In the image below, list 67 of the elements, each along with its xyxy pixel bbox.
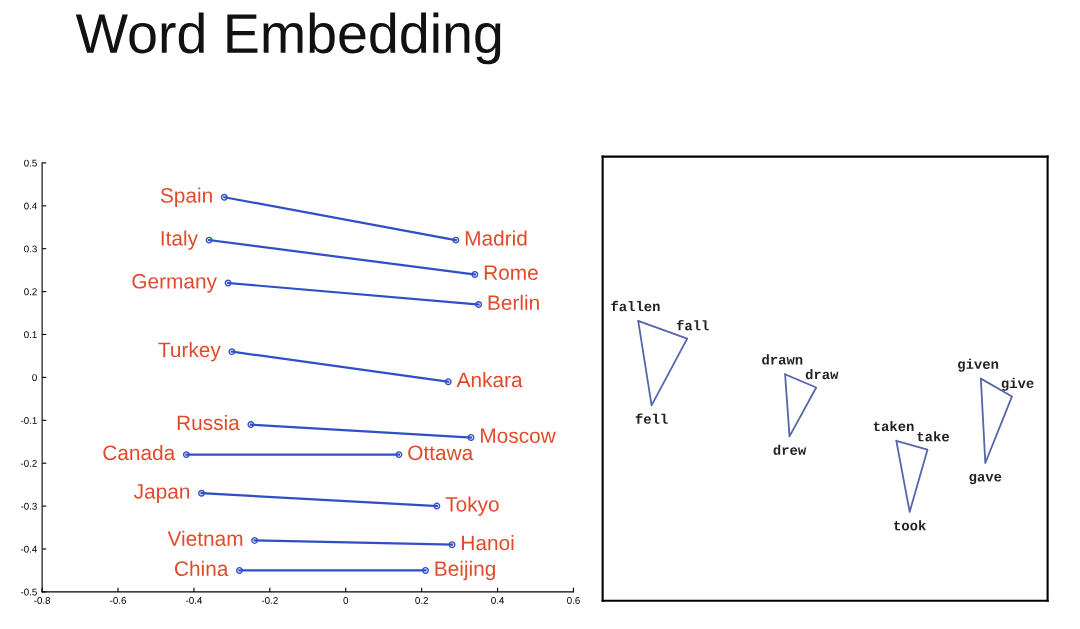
y-tick-label: 0 bbox=[32, 374, 37, 382]
y-tick-label: 0.1 bbox=[24, 331, 37, 339]
text: fallen bbox=[611, 300, 660, 312]
chart-title: Word Embedding bbox=[75, 12, 501, 65]
y-tick-label: -0.5 bbox=[20, 588, 37, 596]
x-tick-label: 0 bbox=[343, 597, 349, 604]
point bbox=[251, 536, 259, 544]
annotation: Ankara bbox=[456, 371, 523, 388]
text: fall bbox=[676, 319, 709, 331]
annotation: Canada bbox=[103, 444, 176, 461]
y-tick-label: -0.2 bbox=[20, 459, 37, 467]
annotation: Japan bbox=[133, 484, 190, 503]
annotation: Moscow bbox=[481, 428, 556, 444]
y-tick-label: 0.4 bbox=[24, 202, 37, 210]
x-tick-label: 0.6 bbox=[567, 597, 580, 604]
point bbox=[433, 502, 441, 510]
annotation: Italy bbox=[161, 230, 198, 250]
point bbox=[475, 301, 483, 308]
point bbox=[182, 451, 190, 459]
x-tick-label: 0.4 bbox=[491, 597, 505, 604]
point bbox=[467, 433, 475, 441]
annotation: Vietnam bbox=[167, 530, 243, 546]
point bbox=[421, 566, 429, 574]
x-tick-label: -0.8 bbox=[34, 597, 51, 604]
point bbox=[395, 451, 403, 459]
y-tick-label: 0.3 bbox=[24, 245, 37, 253]
text: fell bbox=[635, 413, 668, 424]
point bbox=[444, 378, 452, 386]
text: taken bbox=[873, 420, 914, 432]
y-tick-label: 0.2 bbox=[24, 288, 37, 296]
y-tick-label: -0.3 bbox=[20, 502, 37, 510]
annotation: Rome bbox=[484, 265, 538, 281]
point bbox=[198, 489, 206, 497]
text: given bbox=[958, 358, 999, 372]
text: draw bbox=[805, 369, 839, 380]
annotation: China bbox=[175, 560, 229, 577]
annotation: Madrid bbox=[465, 230, 527, 246]
x-tick-label: -0.6 bbox=[110, 597, 126, 604]
annotation: Berlin bbox=[488, 294, 539, 311]
annotation: Ottawa bbox=[408, 445, 474, 461]
point bbox=[452, 236, 460, 244]
y-tick-label: -0.1 bbox=[20, 417, 37, 424]
annotation: Spain bbox=[160, 187, 212, 207]
text: gave bbox=[969, 473, 1002, 485]
point bbox=[471, 270, 479, 278]
text: drew bbox=[773, 444, 807, 455]
text: take bbox=[917, 431, 950, 442]
annotation: Beijing bbox=[435, 560, 495, 581]
y-tick-label: -0.4 bbox=[20, 545, 37, 553]
annotation: Russia bbox=[177, 414, 240, 431]
annotation: Tokyo bbox=[445, 496, 499, 516]
annotation: Turkey bbox=[158, 341, 221, 362]
y-tick-label: 0.5 bbox=[24, 159, 37, 167]
point bbox=[236, 566, 243, 574]
x-tick-label: -0.4 bbox=[185, 597, 203, 604]
x-tick-label: -0.2 bbox=[261, 597, 278, 604]
text: drawn bbox=[762, 354, 803, 365]
point bbox=[448, 541, 456, 549]
x-tick-label: 0.2 bbox=[415, 597, 428, 604]
text: give bbox=[1001, 377, 1034, 391]
text: took bbox=[894, 520, 926, 531]
point bbox=[205, 236, 213, 244]
annotation: Germany bbox=[132, 273, 217, 293]
point bbox=[247, 421, 255, 429]
point bbox=[220, 193, 228, 201]
point bbox=[228, 348, 236, 356]
annotation: Hanoi bbox=[462, 534, 514, 551]
